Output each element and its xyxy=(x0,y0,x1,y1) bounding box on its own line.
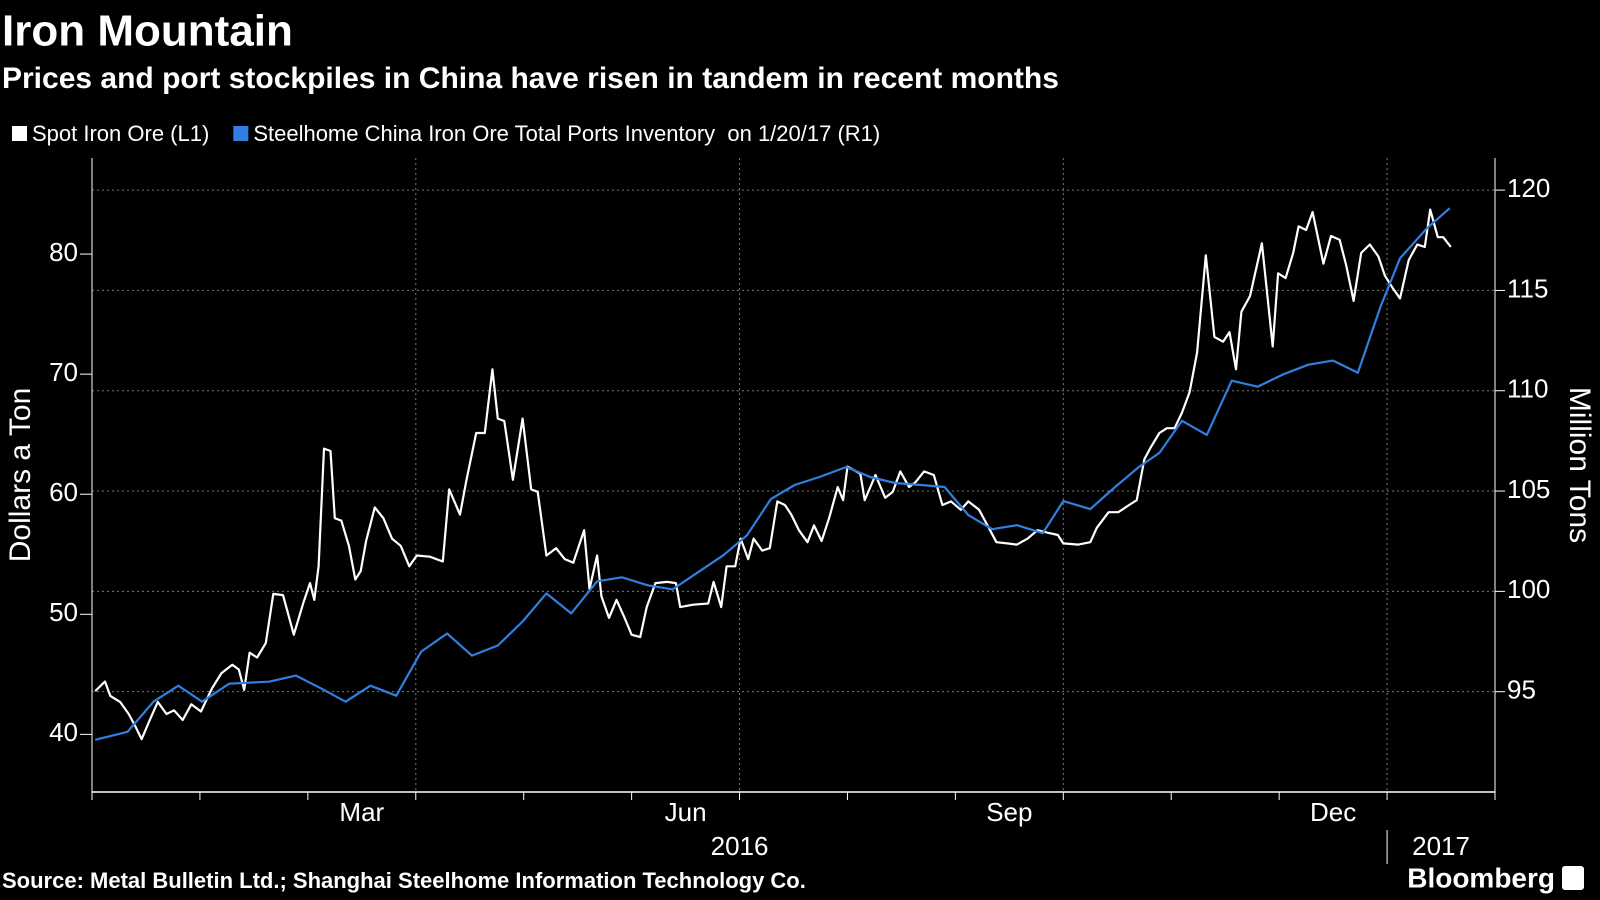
y2-tick-label: 115 xyxy=(1507,273,1548,303)
brand: Bloomberg xyxy=(1407,862,1555,893)
x-tick-label: Jun xyxy=(665,797,707,827)
legend-swatch xyxy=(12,126,27,141)
year-label: 2016 xyxy=(711,831,769,861)
brand-icon xyxy=(1562,866,1584,890)
x-tick-label: Dec xyxy=(1310,797,1356,827)
source: Source: Metal Bulletin Ltd.; Shanghai St… xyxy=(2,868,806,893)
y-tick-label: 50 xyxy=(49,597,78,627)
chart-title: Iron Mountain xyxy=(2,7,293,56)
y-axis-label: Dollars a Ton xyxy=(4,388,37,563)
chart-subtitle: Prices and port stockpiles in China have… xyxy=(2,62,1059,95)
y2-tick-label: 95 xyxy=(1507,675,1536,705)
year-label: 2017 xyxy=(1412,831,1470,861)
y2-tick-label: 105 xyxy=(1507,474,1550,504)
y2-tick-label: 100 xyxy=(1507,574,1550,604)
x-tick-label: Sep xyxy=(986,797,1032,827)
y2-axis-label: Million Tons xyxy=(1563,387,1596,543)
series-line xyxy=(94,207,1451,741)
series-line xyxy=(94,208,1452,741)
y-tick-label: 70 xyxy=(49,357,78,387)
y-tick-label: 40 xyxy=(49,717,78,747)
legend-label: Spot Iron Ore (L1) xyxy=(32,121,209,146)
y-tick-label: 80 xyxy=(49,237,78,267)
x-tick-label: Mar xyxy=(339,797,384,827)
legend-label: Steelhome China Iron Ore Total Ports Inv… xyxy=(253,121,880,146)
y-tick-label: 60 xyxy=(49,477,78,507)
y2-tick-label: 110 xyxy=(1507,374,1548,404)
legend-swatch xyxy=(233,126,249,141)
legend: Spot Iron Ore (L1) Steelhome China Iron O… xyxy=(12,121,880,146)
y2-tick-label: 120 xyxy=(1507,173,1550,203)
